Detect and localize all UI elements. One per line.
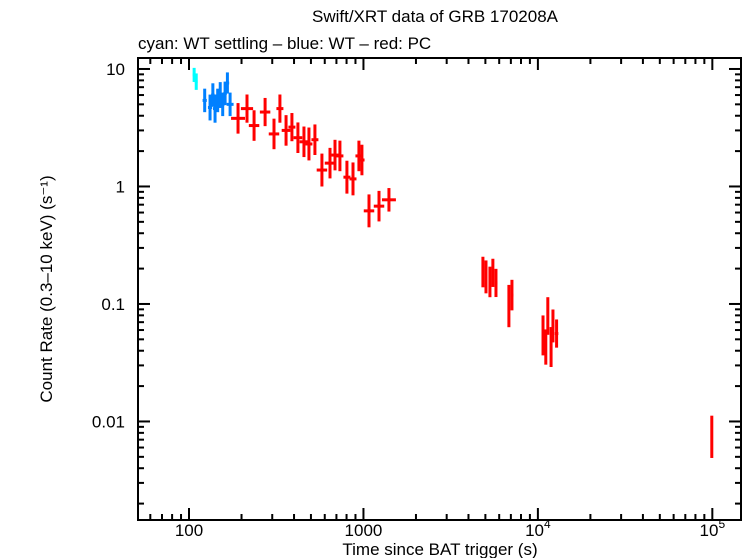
data-point — [554, 319, 559, 348]
data-point — [343, 160, 351, 194]
data-point — [549, 327, 553, 368]
x-axis-label: Time since BAT trigger (s) — [342, 540, 537, 558]
data-point — [305, 127, 313, 161]
data-point — [359, 144, 365, 176]
data-point — [336, 140, 344, 172]
data-point — [281, 115, 291, 146]
data-point — [194, 73, 198, 90]
data-point — [484, 260, 488, 294]
y-tick-label: 0.01 — [92, 412, 125, 431]
data-points — [192, 67, 714, 458]
y-axis-label: Count Rate (0.3–10 keV) (s⁻¹) — [37, 175, 56, 402]
data-point — [207, 94, 213, 121]
data-point — [293, 122, 303, 153]
series-wt — [202, 72, 234, 123]
axis-ticks — [138, 58, 741, 520]
data-point — [311, 124, 319, 155]
data-point — [225, 72, 230, 94]
data-point — [288, 113, 296, 142]
data-point — [710, 415, 714, 458]
data-point — [551, 309, 555, 343]
tick-labels: 100 1000 104 105 10 1 0.1 0.01 — [92, 60, 726, 540]
data-point — [248, 110, 260, 141]
y-tick-label: 10 — [106, 60, 125, 79]
data-point — [240, 94, 254, 123]
data-point — [544, 329, 548, 365]
x-tick-label: 1000 — [345, 521, 383, 540]
chart-title: Swift/XRT data of GRB 170208A — [312, 7, 559, 26]
data-point — [546, 297, 550, 335]
data-point — [259, 97, 271, 127]
data-point — [299, 126, 309, 158]
data-point — [488, 266, 492, 298]
y-tick-label: 0.1 — [101, 295, 125, 314]
data-point — [202, 88, 207, 113]
data-point — [494, 268, 498, 298]
x-tick-label: 105 — [700, 517, 726, 540]
data-point — [231, 103, 246, 134]
x-tick-label: 100 — [175, 521, 203, 540]
data-point — [363, 194, 375, 228]
x-tick-label: 104 — [525, 517, 551, 540]
y-tick-label: 1 — [116, 177, 125, 196]
data-point — [226, 92, 234, 117]
chart-subtitle: cyan: WT settling – blue: WT – red: PC — [138, 34, 431, 53]
data-point — [276, 94, 284, 123]
data-point — [349, 162, 357, 196]
series-pc — [231, 94, 714, 458]
data-point — [268, 118, 280, 150]
data-point — [316, 153, 328, 187]
plot-frame — [137, 57, 742, 521]
data-point — [491, 258, 495, 287]
data-point — [324, 147, 336, 179]
data-point — [381, 188, 396, 212]
data-point — [541, 315, 545, 356]
data-point — [507, 284, 511, 328]
data-point — [510, 279, 514, 311]
series-wt-settling — [192, 67, 198, 90]
data-point — [481, 256, 485, 288]
data-point — [373, 190, 385, 222]
